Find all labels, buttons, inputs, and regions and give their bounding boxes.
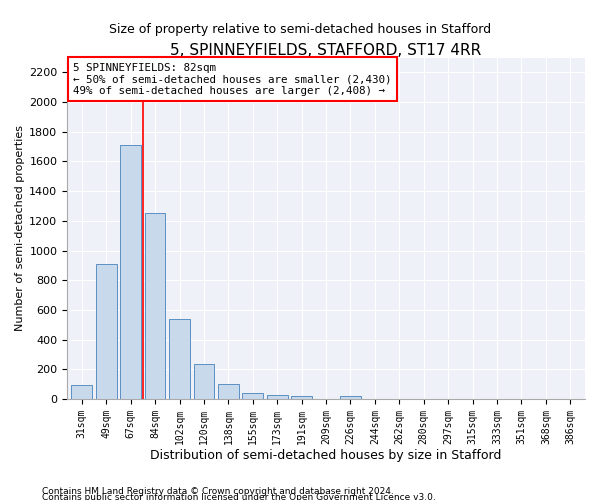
Bar xyxy=(267,395,287,399)
Bar xyxy=(96,264,116,399)
X-axis label: Distribution of semi-detached houses by size in Stafford: Distribution of semi-detached houses by … xyxy=(151,450,502,462)
Title: 5, SPINNEYFIELDS, STAFFORD, ST17 4RR: 5, SPINNEYFIELDS, STAFFORD, ST17 4RR xyxy=(170,42,482,58)
Y-axis label: Number of semi-detached properties: Number of semi-detached properties xyxy=(15,125,25,331)
Text: 5 SPINNEYFIELDS: 82sqm
← 50% of semi-detached houses are smaller (2,430)
49% of : 5 SPINNEYFIELDS: 82sqm ← 50% of semi-det… xyxy=(73,62,392,96)
Text: Contains HM Land Registry data © Crown copyright and database right 2024.: Contains HM Land Registry data © Crown c… xyxy=(42,487,394,496)
Bar xyxy=(71,384,92,399)
Bar xyxy=(169,319,190,399)
Bar xyxy=(340,396,361,399)
Text: Contains public sector information licensed under the Open Government Licence v3: Contains public sector information licen… xyxy=(42,492,436,500)
Bar xyxy=(218,384,239,399)
Bar xyxy=(242,393,263,399)
Bar xyxy=(120,145,141,399)
Text: Size of property relative to semi-detached houses in Stafford: Size of property relative to semi-detach… xyxy=(109,22,491,36)
Bar xyxy=(291,396,312,399)
Bar xyxy=(145,213,166,399)
Bar xyxy=(194,364,214,399)
